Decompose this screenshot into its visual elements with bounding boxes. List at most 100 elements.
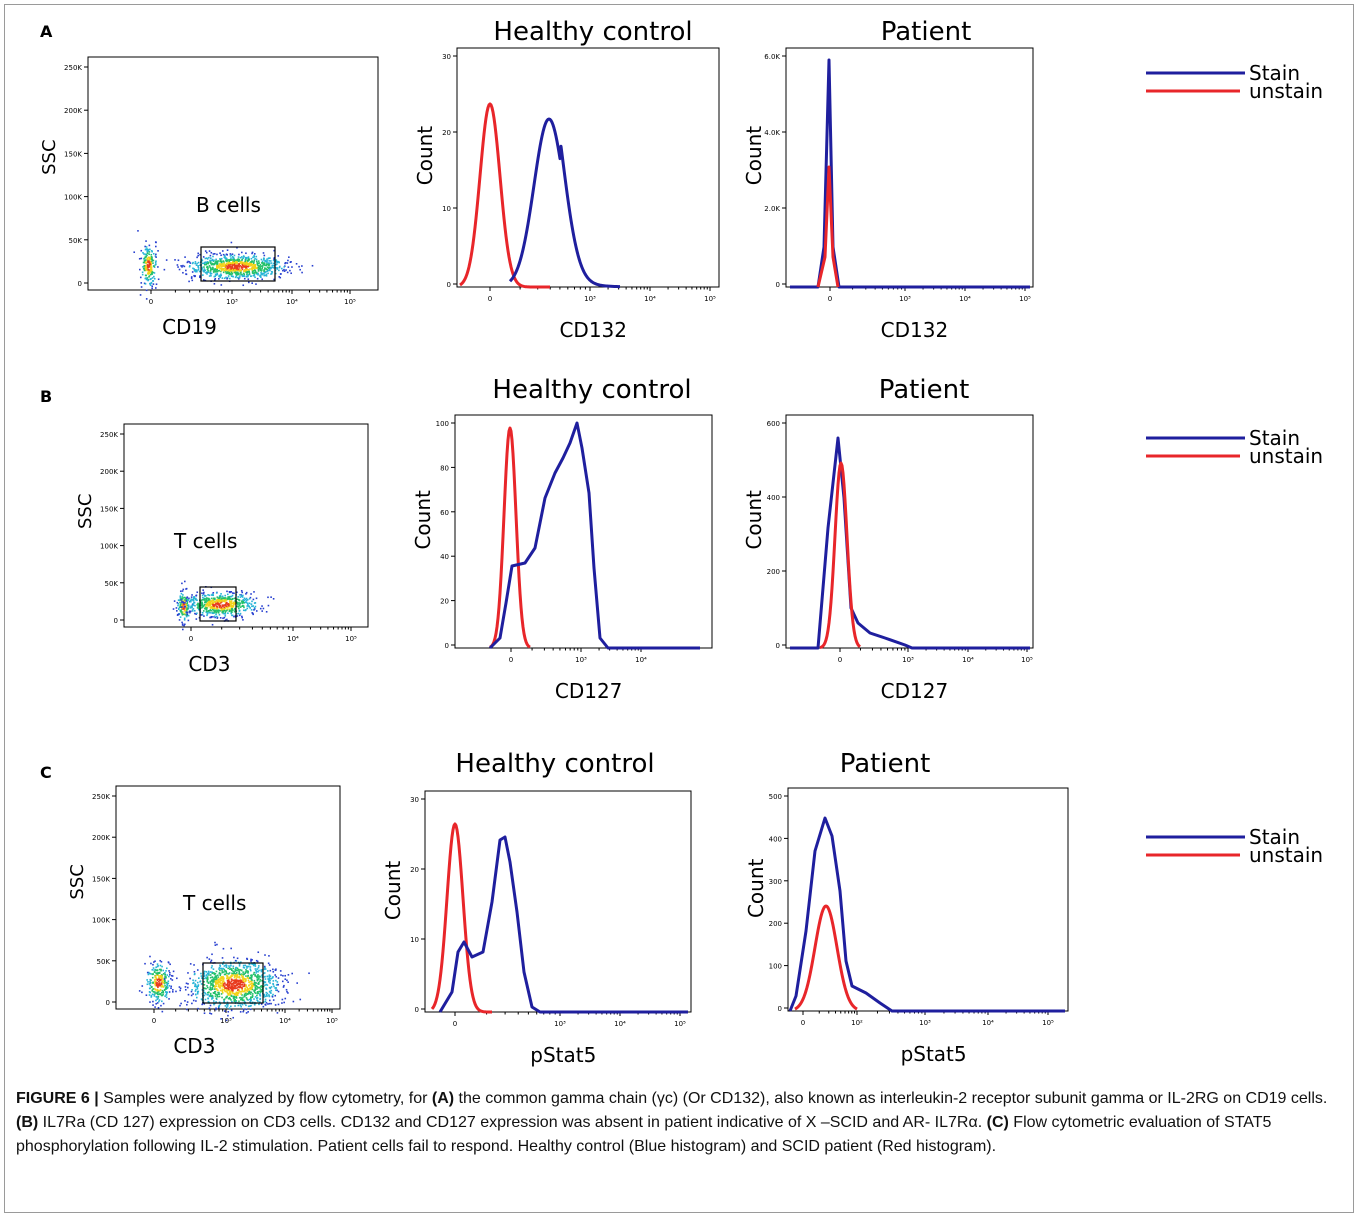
event-dot	[226, 983, 229, 986]
event-dot	[215, 970, 218, 973]
event-dot	[247, 271, 249, 273]
event-dot	[263, 996, 265, 998]
event-dot	[253, 971, 256, 974]
event-dot	[207, 597, 210, 600]
figure-frame	[4, 4, 1354, 1213]
event-dot	[224, 1005, 227, 1007]
event-dot	[217, 266, 219, 269]
event-dot	[280, 273, 282, 275]
event-dot	[211, 979, 214, 981]
event-dot	[246, 965, 249, 968]
event-dot	[201, 598, 204, 601]
event-dot	[144, 274, 147, 277]
event-dot	[282, 986, 285, 988]
event-dot	[147, 258, 149, 261]
event-dot	[227, 973, 230, 975]
caption-part-1: Samples were analyzed by flow cytometry,…	[98, 1090, 432, 1107]
event-dot	[267, 269, 270, 271]
event-dot	[220, 606, 223, 609]
event-dot	[249, 986, 252, 989]
event-dot	[222, 263, 225, 265]
event-dot	[272, 264, 275, 267]
event-dot	[246, 990, 249, 993]
event-dot	[259, 988, 262, 990]
event-dot	[266, 266, 269, 269]
event-dot	[185, 611, 188, 614]
event-dot	[215, 1007, 217, 1010]
event-dot	[179, 606, 182, 608]
event-dot	[165, 993, 168, 996]
event-dot	[244, 978, 246, 981]
event-dot	[224, 603, 227, 606]
event-dot	[245, 971, 247, 973]
event-dot	[230, 269, 233, 271]
event-dot	[182, 600, 184, 603]
event-dot	[287, 974, 290, 976]
scatter-plot-frame-A	[87, 56, 379, 291]
event-dot	[231, 973, 233, 976]
event-dot	[183, 612, 186, 615]
event-dot	[257, 974, 259, 976]
event-dot	[240, 961, 242, 964]
event-dot	[234, 600, 236, 602]
event-dot	[155, 256, 157, 258]
event-dot	[241, 274, 244, 277]
event-dot	[162, 973, 165, 975]
event-dot	[245, 261, 248, 263]
event-dot	[209, 1012, 211, 1015]
event-dot	[180, 610, 182, 613]
patient-y-label: 4.0K	[764, 129, 780, 137]
event-dot	[191, 989, 193, 991]
event-dot	[274, 974, 277, 976]
event-dot	[156, 973, 159, 975]
event-dot	[205, 606, 207, 608]
event-dot	[233, 266, 236, 268]
event-dot	[267, 257, 270, 260]
event-dot	[281, 1002, 283, 1004]
event-dot	[154, 983, 156, 986]
event-dot	[240, 251, 243, 254]
event-dot	[185, 603, 188, 606]
event-dot	[197, 985, 199, 988]
event-dot	[272, 968, 274, 971]
event-dot	[245, 978, 247, 980]
event-dot	[248, 998, 251, 1001]
event-dot	[237, 264, 240, 267]
event-dot	[184, 601, 186, 604]
event-dot	[182, 608, 184, 611]
event-dot	[232, 972, 234, 975]
event-dot	[260, 969, 262, 971]
event-dot	[212, 267, 214, 270]
event-dot	[220, 599, 222, 602]
event-dot	[245, 1004, 247, 1007]
event-dot	[245, 985, 247, 987]
event-dot	[208, 265, 211, 267]
event-dot	[142, 252, 144, 254]
event-dot	[212, 266, 214, 269]
event-dot	[217, 612, 220, 614]
event-dot	[204, 250, 207, 252]
event-dot	[184, 256, 186, 258]
event-dot	[214, 609, 217, 612]
event-dot	[262, 272, 265, 275]
event-dot	[160, 985, 163, 988]
event-dot	[213, 615, 216, 618]
event-dot	[210, 988, 213, 991]
event-dot	[241, 591, 244, 594]
event-dot	[164, 987, 167, 989]
event-dot	[270, 986, 273, 988]
event-dot	[218, 606, 221, 609]
event-dot	[247, 977, 250, 980]
event-dot	[216, 606, 218, 609]
event-dot	[169, 973, 171, 976]
scatter-plot-frame-B	[123, 423, 369, 628]
event-dot	[253, 256, 256, 258]
event-dot	[224, 267, 227, 270]
event-dot	[242, 594, 244, 597]
event-dot	[180, 599, 182, 601]
event-dot	[264, 264, 266, 267]
event-dot	[211, 607, 214, 610]
event-dot	[146, 971, 149, 974]
event-dot	[165, 981, 168, 984]
event-dot	[256, 264, 259, 266]
